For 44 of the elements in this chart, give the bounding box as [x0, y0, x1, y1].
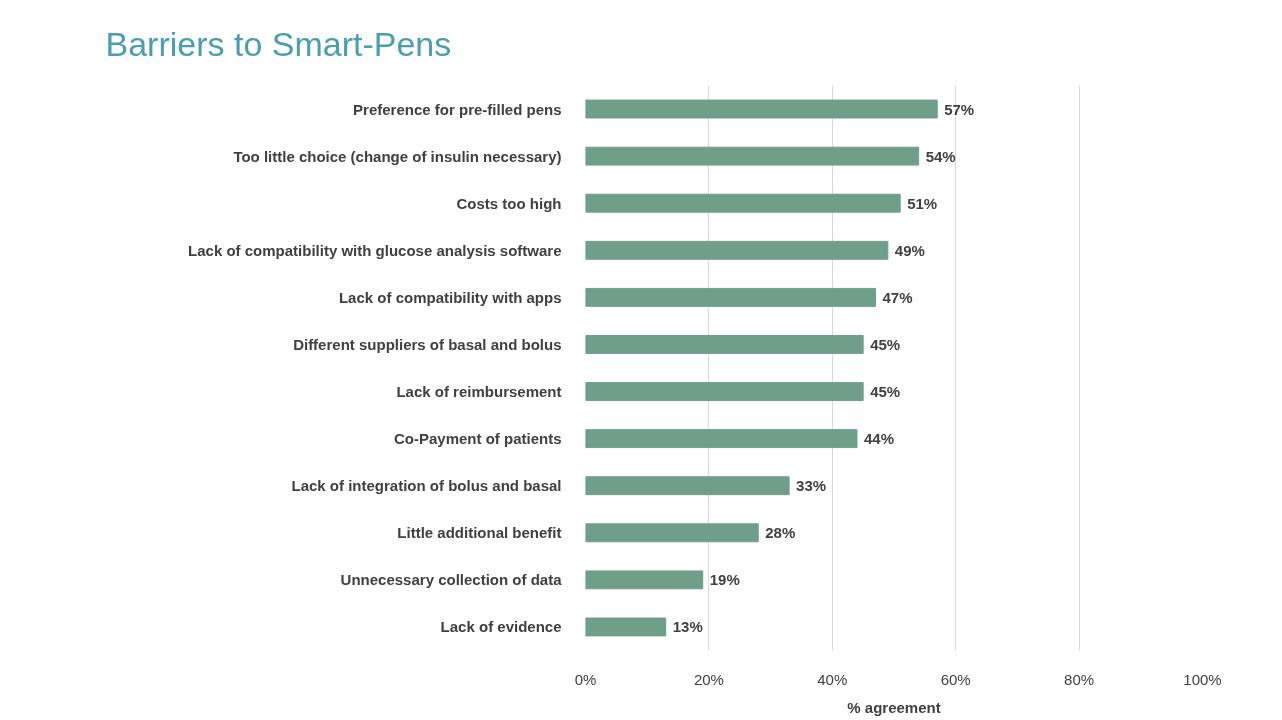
- x-tick-label: 20%: [693, 670, 724, 688]
- data-label: 45%: [870, 383, 901, 401]
- data-label: 49%: [894, 241, 925, 259]
- bar: [585, 570, 704, 590]
- data-label: 51%: [907, 194, 938, 212]
- x-tick-label: 60%: [940, 670, 971, 688]
- y-tick-label: Lack of compatibility with glucose analysis software: [188, 241, 562, 259]
- data-label: 54%: [925, 147, 956, 165]
- y-tick-label: Little additional benefit: [397, 524, 562, 542]
- bar: [585, 429, 858, 449]
- y-tick-label: Lack of reimbursement: [396, 383, 562, 401]
- x-tick-label: 100%: [1183, 670, 1222, 688]
- y-tick-label: Co-Payment of patients: [393, 430, 562, 448]
- bar: [585, 146, 920, 166]
- bar: [585, 335, 864, 354]
- bar: [585, 193, 901, 213]
- y-tick-label: Too little choice (change of insulin necessary): [233, 147, 562, 165]
- x-tick-label: 40%: [817, 670, 848, 688]
- data-label: 13%: [672, 618, 703, 636]
- bar: [585, 99, 938, 119]
- data-label: 45%: [870, 335, 901, 353]
- data-label: 47%: [882, 288, 913, 306]
- bar: [585, 382, 864, 401]
- data-label: 33%: [796, 477, 827, 495]
- bar: [585, 240, 889, 260]
- bar: [585, 476, 790, 496]
- x-axis-title: % agreement: [847, 698, 941, 716]
- y-tick-label: Preference for pre-filled pens: [353, 100, 562, 118]
- data-label: 57%: [944, 100, 975, 118]
- bar: [585, 287, 876, 307]
- bar: [585, 617, 667, 637]
- y-tick-label: Unnecessary collection of data: [340, 571, 563, 589]
- y-tick-label: Lack of integration of bolus and basal: [291, 477, 562, 495]
- y-tick-label: Lack of compatibility with apps: [338, 288, 562, 306]
- data-label: 19%: [709, 571, 740, 589]
- x-tick-label: 80%: [1064, 670, 1095, 688]
- y-tick-label: Costs too high: [456, 194, 562, 212]
- text: Barriers to Smart-Pens: [105, 25, 452, 63]
- y-tick-label: Different suppliers of basal and bolus: [293, 335, 562, 353]
- x-tick-label: 0%: [574, 670, 597, 688]
- data-label: 28%: [765, 524, 796, 542]
- bar: [585, 523, 759, 543]
- data-label: 44%: [863, 430, 895, 448]
- y-tick-label: Lack of evidence: [440, 618, 562, 636]
